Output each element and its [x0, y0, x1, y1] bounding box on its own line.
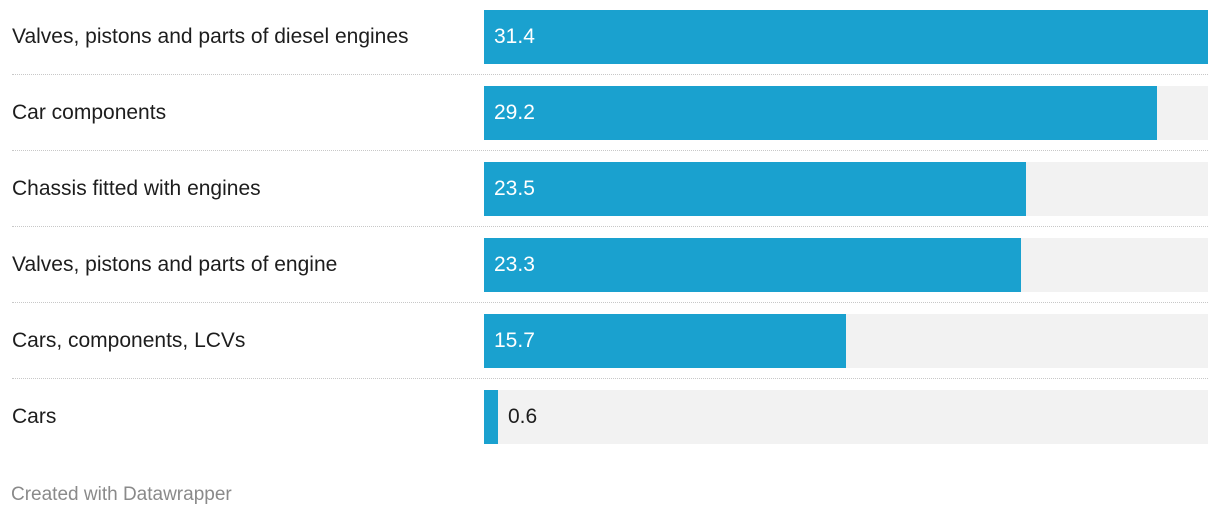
category-label: Chassis fitted with engines	[12, 177, 261, 200]
bar	[484, 238, 1021, 292]
category-label: Valves, pistons and parts of diesel engi…	[12, 25, 409, 48]
bar-track: 23.5	[484, 162, 1208, 216]
value-label: 15.7	[494, 329, 535, 352]
bar-track: 15.7	[484, 314, 1208, 368]
bar-row: Valves, pistons and parts of diesel engi…	[0, 10, 1220, 86]
bar	[484, 314, 846, 368]
row-separator	[12, 74, 1208, 75]
bar-row: Chassis fitted with engines 23.5	[0, 162, 1220, 238]
value-label: 23.3	[494, 253, 535, 276]
value-label: 23.5	[494, 177, 535, 200]
bar-row: Valves, pistons and parts of engine 23.3	[0, 238, 1220, 314]
bar-chart: Valves, pistons and parts of diesel engi…	[0, 10, 1220, 444]
category-label: Car components	[12, 101, 167, 124]
bar-track: 23.3	[484, 238, 1208, 292]
bar	[484, 162, 1026, 216]
bar-track: 31.4	[484, 10, 1208, 64]
bar	[484, 10, 1208, 64]
value-label: 31.4	[494, 25, 535, 48]
bar-row: Car components 29.2	[0, 86, 1220, 162]
row-separator	[12, 150, 1208, 151]
row-separator	[12, 302, 1208, 303]
datawrapper-credit: Created with Datawrapper	[11, 484, 232, 505]
category-label: Cars, components, LCVs	[12, 329, 246, 352]
bar-row: Cars 0.6	[0, 390, 1220, 466]
bar-row: Cars, components, LCVs 15.7	[0, 314, 1220, 390]
category-label: Valves, pistons and parts of engine	[12, 253, 338, 276]
row-separator	[12, 378, 1208, 379]
row-separator	[12, 226, 1208, 227]
category-label: Cars	[12, 405, 57, 428]
bar-track: 0.6	[484, 390, 1208, 444]
value-label: 0.6	[508, 405, 538, 428]
value-label: 29.2	[494, 101, 535, 124]
bar-track: 29.2	[484, 86, 1208, 140]
bar	[484, 390, 498, 444]
bar	[484, 86, 1157, 140]
